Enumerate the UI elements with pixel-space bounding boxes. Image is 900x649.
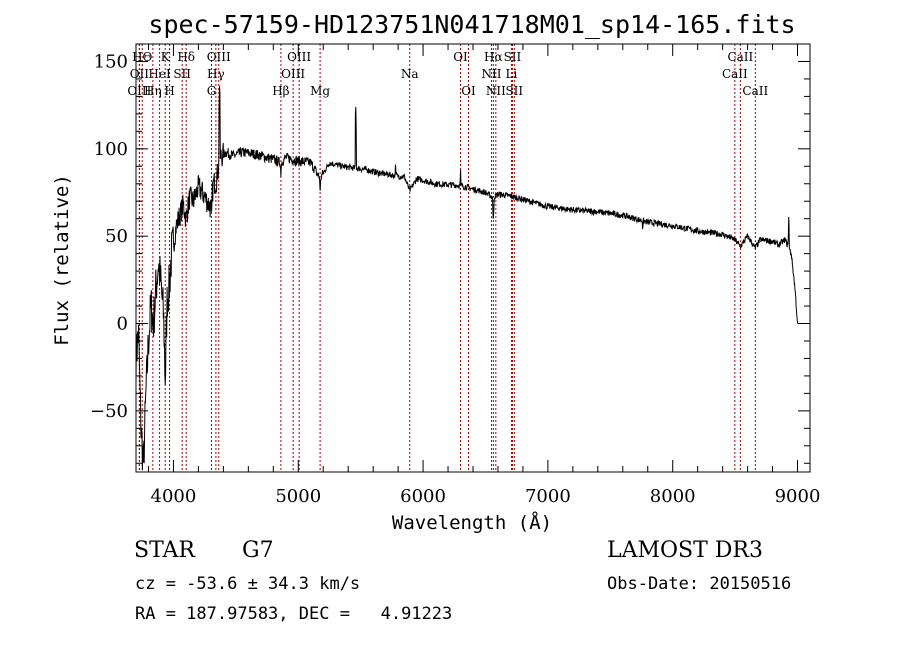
y-tick-label: −50 xyxy=(90,401,128,422)
x-tick-label: 7000 xyxy=(525,486,571,507)
chart-title: spec-57159-HD123751N041718M01_sp14-165.f… xyxy=(148,10,795,39)
y-tick-label: 0 xyxy=(117,314,128,335)
object-subclass: G7 xyxy=(242,538,274,563)
x-tick-label: 8000 xyxy=(650,486,696,507)
line-marker-label: Hδ xyxy=(177,50,195,64)
plot-frame xyxy=(135,43,811,473)
line-marker-label: CaII xyxy=(722,67,748,81)
y-axis-ticks: −50 0 50 100 150 xyxy=(90,51,810,464)
x-tick-label: 5000 xyxy=(275,486,321,507)
spectrum-line xyxy=(135,85,798,471)
x-tick-label: 6000 xyxy=(400,486,446,507)
line-marker-label: Hα xyxy=(484,50,503,64)
line-marker-label: Hη xyxy=(144,84,162,98)
line-marker-label: K xyxy=(161,50,171,64)
x-tick-label: 9000 xyxy=(775,486,821,507)
line-marker-label: CaII xyxy=(742,84,768,98)
spectrum-series xyxy=(135,85,798,471)
x-tick-label: 4000 xyxy=(151,486,197,507)
line-marker-label: H xyxy=(164,84,174,98)
line-markers xyxy=(138,44,756,472)
line-marker-label: OI xyxy=(453,50,468,64)
line-marker-label: G xyxy=(207,84,217,98)
line-marker-label: OIII xyxy=(281,67,305,81)
line-marker-label: OII xyxy=(130,67,150,81)
y-axis-label: Flux (relative) xyxy=(51,174,73,346)
line-marker-label: OIII xyxy=(287,50,311,64)
sky-coordinates: RA = 187.97583, DEC = 4.91223 xyxy=(135,604,453,624)
y-tick-label: 150 xyxy=(94,51,128,72)
observation-date: Obs-Date: 20150516 xyxy=(607,574,792,594)
line-marker-label: CaII xyxy=(727,50,753,64)
y-tick-label: 100 xyxy=(94,139,128,160)
line-marker-label: HΘ xyxy=(132,50,152,64)
survey-name: LAMOST DR3 xyxy=(607,538,763,563)
line-marker-label: Na xyxy=(401,67,419,81)
line-marker-label: OIII xyxy=(207,50,231,64)
line-marker-label: NII xyxy=(481,67,501,81)
y-tick-label: 50 xyxy=(105,226,128,247)
line-marker-label: Hβ xyxy=(272,84,289,98)
line-marker-label: HeI xyxy=(148,67,171,81)
object-class: STAR xyxy=(134,538,195,563)
line-marker-label: SII xyxy=(505,84,523,98)
line-marker-label: NII xyxy=(486,84,506,98)
line-marker-label: Hγ xyxy=(207,67,225,81)
line-marker-label: OI xyxy=(461,84,476,98)
line-marker-label: SII xyxy=(504,50,522,64)
redshift-velocity: cz = -53.6 ± 34.3 km/s xyxy=(135,574,361,594)
line-marker-label: SII xyxy=(173,67,191,81)
line-marker-label: Mg xyxy=(310,84,330,98)
x-axis-label: Wavelength (Å) xyxy=(392,511,552,534)
line-marker-label: OIII xyxy=(127,84,151,98)
line-marker-label: Li xyxy=(506,67,518,81)
x-axis-ticks: 4000 5000 6000 7000 8000 9000 xyxy=(147,44,821,507)
